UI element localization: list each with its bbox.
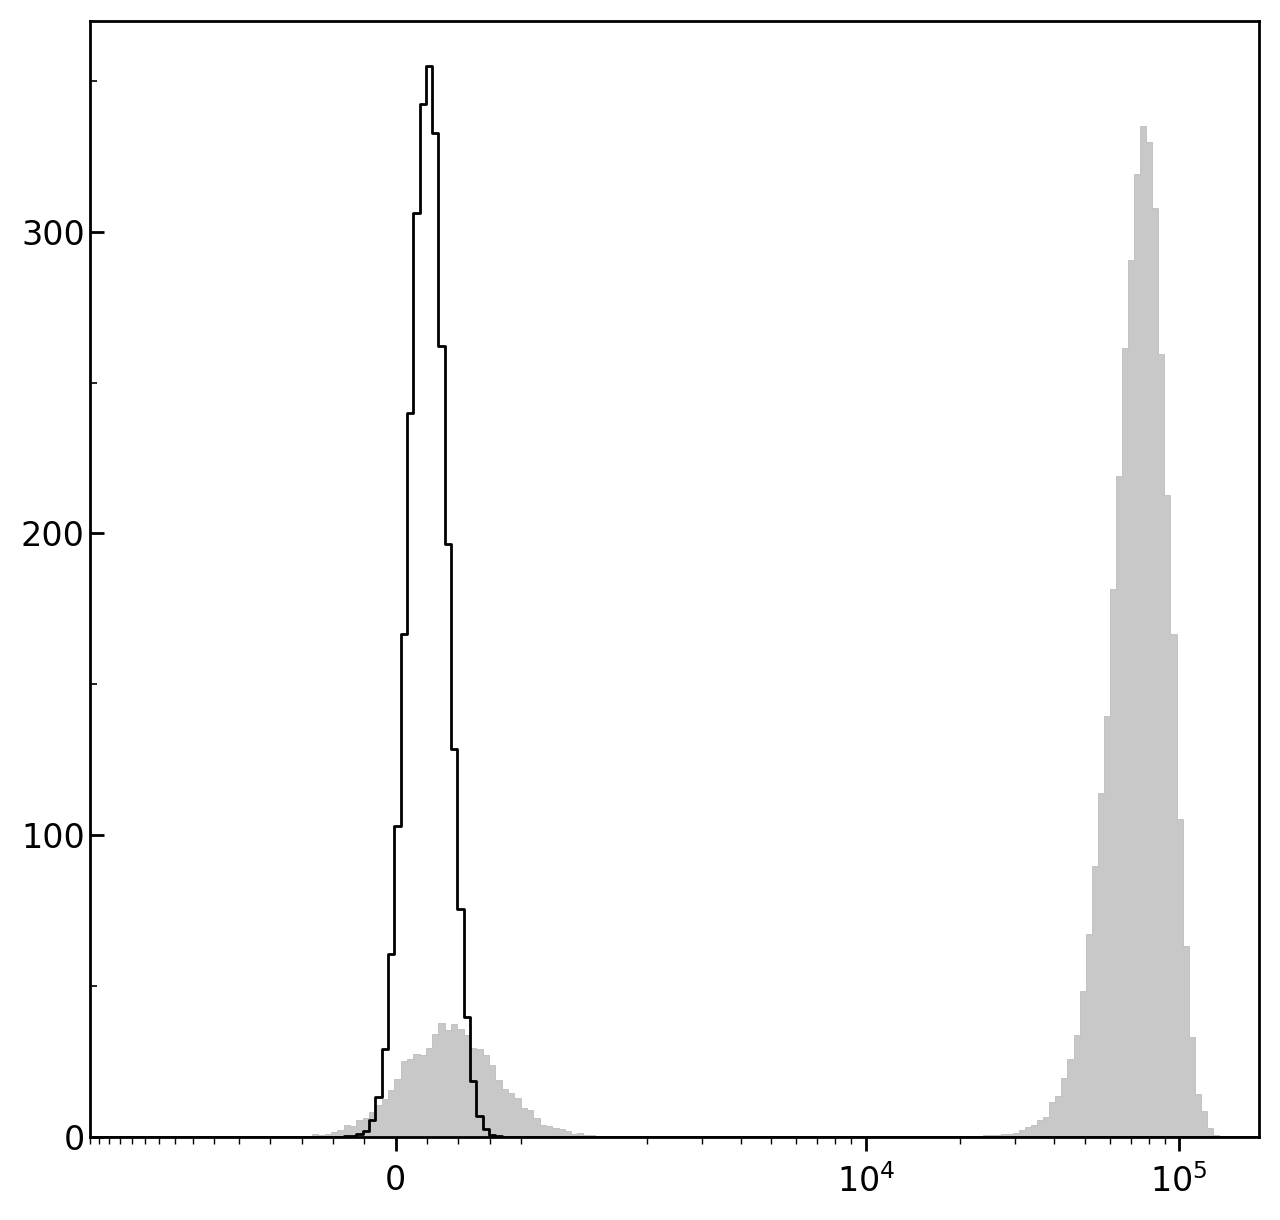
Polygon shape xyxy=(90,127,1274,1137)
